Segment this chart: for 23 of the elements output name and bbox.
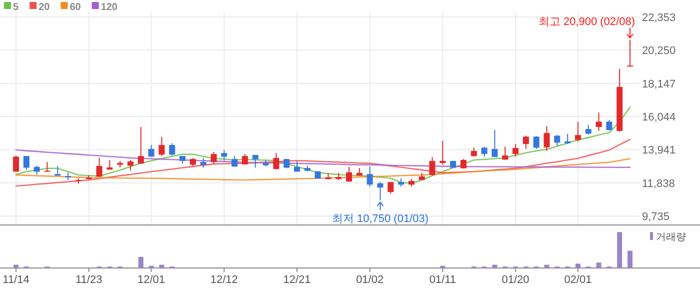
legend-label: 20 <box>38 2 50 13</box>
y-tick-label: 9,735 <box>642 211 670 224</box>
x-tick-label: 02/01 <box>564 274 592 286</box>
x-tick-label: 01/20 <box>502 274 530 286</box>
y-tick-label: 20,250 <box>642 45 676 58</box>
annotation: 최고 20,900 (02/08) <box>538 16 635 28</box>
legend-label: 120 <box>100 2 118 13</box>
x-tick-label: 11/23 <box>75 274 102 286</box>
y-tick-label: 13,941 <box>642 144 676 157</box>
y-tick-label: 11,838 <box>642 178 675 190</box>
y-tick-label: 22,353 <box>642 12 676 24</box>
y-tick-label: 16,044 <box>642 112 676 124</box>
y-tick-label: 18,147 <box>642 78 676 90</box>
x-tick-label: 12/12 <box>210 274 238 286</box>
legend-label: 거래량 <box>656 232 686 243</box>
x-tick-label: 12/21 <box>283 274 311 286</box>
annotation: 최저 10,750 (01/03) <box>332 213 429 226</box>
legend-label: 60 <box>70 2 82 13</box>
x-tick-label: 01/02 <box>356 274 384 286</box>
legend-label: 5 <box>13 2 19 13</box>
x-tick-label: 12/01 <box>138 274 166 286</box>
x-tick-label: 01/11 <box>429 274 456 286</box>
x-tick-label: 11/14 <box>2 274 30 286</box>
